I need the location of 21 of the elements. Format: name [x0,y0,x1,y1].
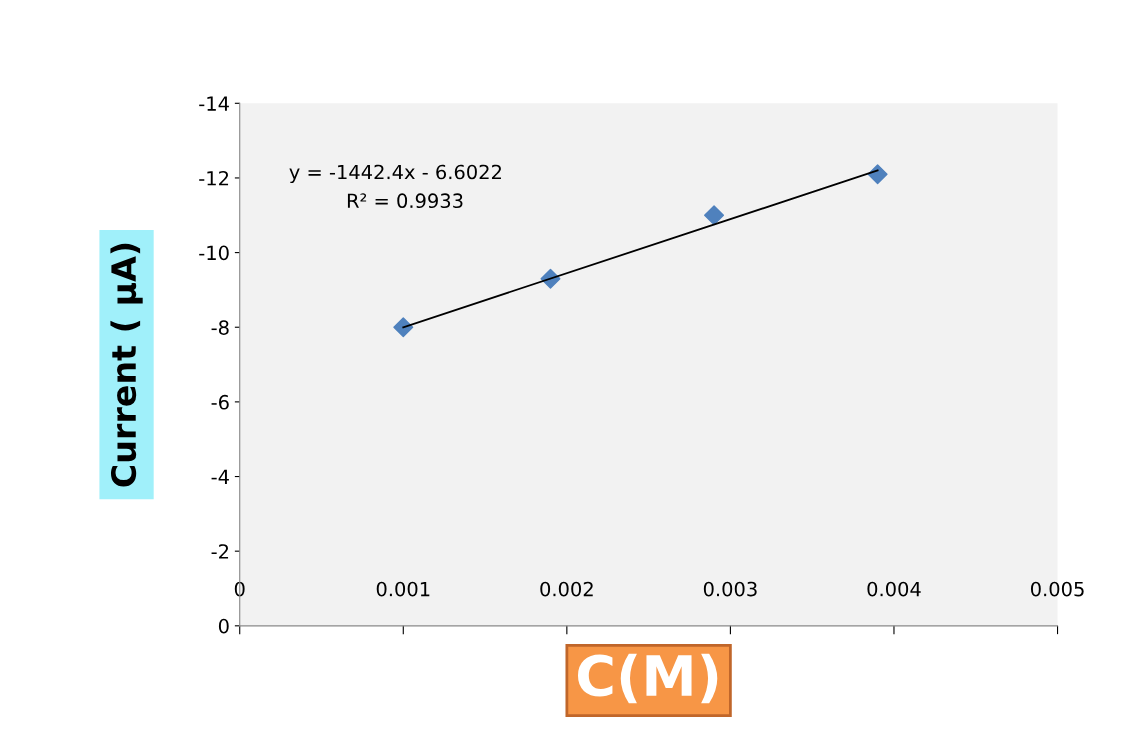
x-tick-label: 0.002 [540,581,593,597]
x-tick-label: 0.005 [1030,581,1084,597]
x-tick-label: 0 [234,581,245,597]
y-tick-label: -14 [199,96,229,111]
x-tick-label: 0.003 [703,581,757,597]
y-tick-label: 0 [218,618,229,634]
y-tick-label: -12 [199,170,229,186]
y-tick-label: -10 [199,245,229,261]
y-tick-label: -2 [211,544,229,559]
point [867,164,888,185]
x-tick-label: 0.001 [376,581,430,597]
y-tick-label: -4 [211,469,229,484]
y-axis-title: Current ( µA) [110,243,143,487]
x-tick-label: 0.004 [867,581,921,597]
point [393,317,414,338]
x-axis-title: C(M) [577,653,718,704]
y-tick-label: -6 [211,394,229,410]
annotation: R² = 0.9933 [347,193,463,209]
point [704,205,725,226]
annotation: y = -1442.4x - 6.6022 [289,164,501,184]
y-tick-label: -8 [211,320,229,335]
